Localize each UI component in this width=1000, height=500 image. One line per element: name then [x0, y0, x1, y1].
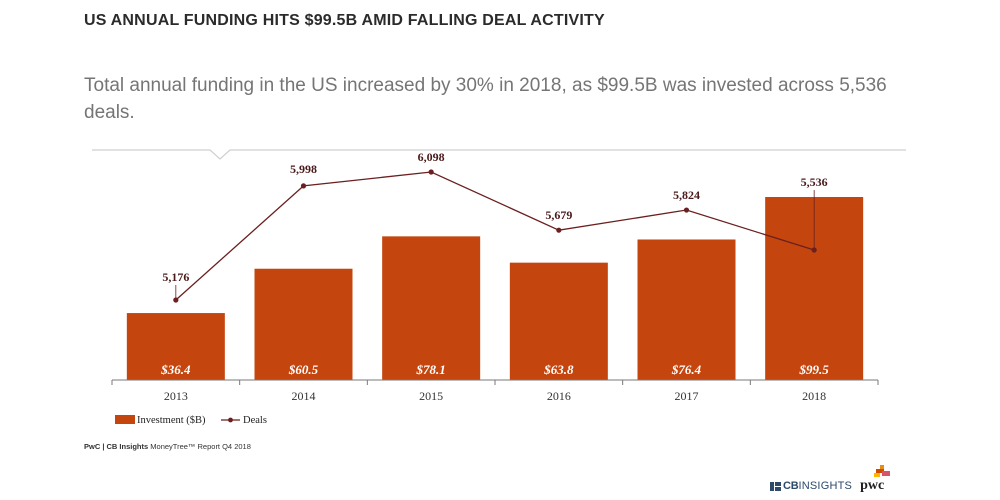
bar-value-label-2015: $78.1 — [416, 362, 446, 377]
bar-2013 — [126, 313, 225, 380]
pwc-logo: pwc — [860, 465, 891, 494]
deals-point-2017 — [683, 207, 690, 213]
source-bold: PwC | CB Insights — [84, 442, 149, 451]
cbinsights-mark-icon — [770, 481, 781, 491]
legend-deals-marker — [228, 417, 233, 423]
x-tick-label-2015: 2015 — [419, 389, 443, 403]
deals-line — [175, 171, 815, 301]
deals-label-2018: 5,536 — [801, 175, 828, 189]
bar-2017 — [637, 239, 736, 380]
bar-2015 — [382, 236, 481, 380]
x-tick-label-2018: 2018 — [802, 389, 826, 403]
legend-investment-label: Investment ($B) — [137, 415, 206, 426]
x-tick-label-2013: 2013 — [164, 389, 188, 403]
cbinsights-logo-strong: CB — [783, 480, 799, 492]
bar-2014 — [254, 268, 353, 380]
legend-investment-swatch — [115, 415, 135, 424]
deals-point-2014 — [300, 183, 307, 189]
x-tick-label-2016: 2016 — [547, 389, 571, 403]
cbinsights-logo: CB INSIGHTS — [770, 480, 852, 492]
pwc-logo-text: pwc — [860, 478, 885, 493]
deals-label-2017: 5,824 — [673, 188, 700, 202]
bar-value-label-2014: $60.5 — [288, 362, 319, 377]
deals-label-2015: 6,098 — [418, 150, 445, 164]
x-tick-label-2017: 2017 — [675, 389, 699, 403]
footer-logos: CB INSIGHTS pwc — [770, 465, 891, 494]
deals-label-2016: 5,679 — [545, 208, 572, 222]
bar-value-label-2016: $63.8 — [543, 362, 574, 377]
x-tick-label-2014: 2014 — [292, 389, 316, 403]
deals-label-2014: 5,998 — [290, 162, 317, 176]
cbinsights-logo-light: INSIGHTS — [798, 480, 853, 492]
divider-line — [92, 149, 906, 160]
source-rest: MoneyTree™ Report Q4 2018 — [148, 442, 251, 451]
chart-subheading: Total annual funding in the US increased… — [84, 75, 887, 123]
legend-deals-label: Deals — [243, 415, 267, 426]
bar-value-label-2013: $36.4 — [160, 362, 191, 377]
deals-point-2018 — [811, 247, 817, 253]
deals-point-2016 — [556, 227, 562, 233]
deals-label-2013: 5,176 — [162, 270, 189, 284]
deals-point-2013 — [173, 297, 179, 303]
bar-2016 — [509, 262, 608, 380]
deals-point-2015 — [428, 169, 434, 175]
bar-value-label-2018: $99.5 — [799, 362, 830, 377]
pwc-mark-icon — [874, 465, 891, 477]
source-note: PwC | CB Insights MoneyTree™ Report Q4 2… — [84, 442, 251, 451]
chart-headline: US ANNUAL FUNDING HITS $99.5B AMID FALLI… — [84, 12, 605, 29]
bar-value-label-2017: $76.4 — [671, 362, 702, 377]
